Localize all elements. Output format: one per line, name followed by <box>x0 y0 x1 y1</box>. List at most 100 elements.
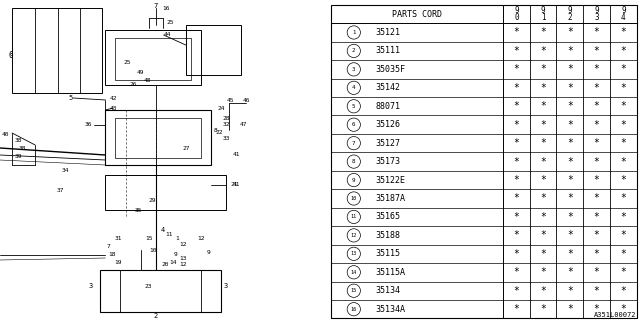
Text: 29: 29 <box>149 197 156 203</box>
Text: 28: 28 <box>222 116 230 121</box>
Text: 31: 31 <box>115 236 122 241</box>
Text: 9: 9 <box>174 252 177 258</box>
Text: 46: 46 <box>242 98 250 102</box>
Text: 4: 4 <box>352 85 356 90</box>
Text: 35126: 35126 <box>376 120 401 129</box>
Text: 4: 4 <box>161 227 164 233</box>
Text: 21: 21 <box>230 182 237 188</box>
Text: *: * <box>594 120 600 130</box>
Text: 35173: 35173 <box>376 157 401 166</box>
Text: *: * <box>594 138 600 148</box>
Text: 35187A: 35187A <box>376 194 406 203</box>
Text: *: * <box>540 101 546 111</box>
Text: 10: 10 <box>351 196 357 201</box>
Text: 38: 38 <box>19 146 26 150</box>
Text: *: * <box>621 28 627 37</box>
Text: *: * <box>567 101 573 111</box>
Text: *: * <box>567 194 573 204</box>
Text: 35134A: 35134A <box>376 305 406 314</box>
Text: *: * <box>594 212 600 222</box>
Text: 16: 16 <box>162 6 170 12</box>
Text: 9
4: 9 4 <box>621 5 626 22</box>
Text: 35122E: 35122E <box>376 176 406 185</box>
Circle shape <box>347 210 360 224</box>
Bar <box>106 175 226 210</box>
Text: *: * <box>621 194 627 204</box>
Text: 15: 15 <box>145 236 152 241</box>
Text: *: * <box>513 212 519 222</box>
Text: *: * <box>594 64 600 74</box>
Text: *: * <box>567 249 573 259</box>
Text: 49: 49 <box>137 69 144 75</box>
Text: *: * <box>513 175 519 185</box>
Text: 2: 2 <box>154 313 157 319</box>
Text: 9
3: 9 3 <box>595 5 599 22</box>
Text: 13: 13 <box>179 255 186 260</box>
Text: *: * <box>621 304 627 314</box>
Text: *: * <box>513 46 519 56</box>
Text: *: * <box>594 175 600 185</box>
Text: *: * <box>594 230 600 240</box>
Text: 25: 25 <box>124 60 131 65</box>
Text: *: * <box>567 120 573 130</box>
Text: 41: 41 <box>232 153 240 157</box>
Text: 9: 9 <box>352 178 356 182</box>
Circle shape <box>347 247 360 260</box>
Text: 7: 7 <box>352 141 356 146</box>
Text: *: * <box>513 156 519 167</box>
Text: 48: 48 <box>144 77 151 83</box>
Text: *: * <box>567 286 573 296</box>
Text: *: * <box>594 46 600 56</box>
Bar <box>115 38 191 80</box>
Text: *: * <box>621 175 627 185</box>
Text: *: * <box>540 212 546 222</box>
Circle shape <box>347 155 360 168</box>
Text: 2: 2 <box>352 48 356 53</box>
Text: *: * <box>540 286 546 296</box>
Text: *: * <box>621 286 627 296</box>
Bar <box>106 110 211 165</box>
Text: *: * <box>567 138 573 148</box>
Text: *: * <box>567 46 573 56</box>
Circle shape <box>347 302 360 316</box>
Text: 36: 36 <box>85 123 92 127</box>
Text: 12: 12 <box>179 243 186 247</box>
Text: 16: 16 <box>351 307 357 312</box>
Circle shape <box>347 137 360 150</box>
Text: 18: 18 <box>109 252 116 258</box>
Text: *: * <box>594 156 600 167</box>
Text: *: * <box>594 286 600 296</box>
Text: *: * <box>567 212 573 222</box>
Circle shape <box>347 173 360 187</box>
Text: 35115A: 35115A <box>376 268 406 277</box>
Text: *: * <box>594 194 600 204</box>
Text: 35115: 35115 <box>376 249 401 258</box>
Text: 23: 23 <box>145 284 152 289</box>
Text: 42: 42 <box>109 95 117 100</box>
Text: *: * <box>594 304 600 314</box>
Text: 12: 12 <box>179 261 186 267</box>
Text: *: * <box>621 212 627 222</box>
Text: 37: 37 <box>56 188 64 193</box>
Text: 40: 40 <box>1 132 9 138</box>
Text: *: * <box>621 64 627 74</box>
Text: 15: 15 <box>351 288 357 293</box>
Circle shape <box>347 100 360 113</box>
Text: 35134: 35134 <box>376 286 401 295</box>
Text: 39: 39 <box>14 155 22 159</box>
Text: 35121: 35121 <box>376 28 401 37</box>
Text: *: * <box>621 138 627 148</box>
Text: *: * <box>513 286 519 296</box>
Text: *: * <box>540 230 546 240</box>
Circle shape <box>347 284 360 297</box>
Text: *: * <box>513 120 519 130</box>
Text: *: * <box>567 28 573 37</box>
Text: 6: 6 <box>8 51 13 60</box>
Text: *: * <box>513 28 519 37</box>
Text: 3: 3 <box>352 67 356 72</box>
Text: *: * <box>540 64 546 74</box>
Text: 9
0: 9 0 <box>514 5 518 22</box>
Text: *: * <box>621 267 627 277</box>
Text: 1: 1 <box>352 30 356 35</box>
Circle shape <box>347 266 360 279</box>
